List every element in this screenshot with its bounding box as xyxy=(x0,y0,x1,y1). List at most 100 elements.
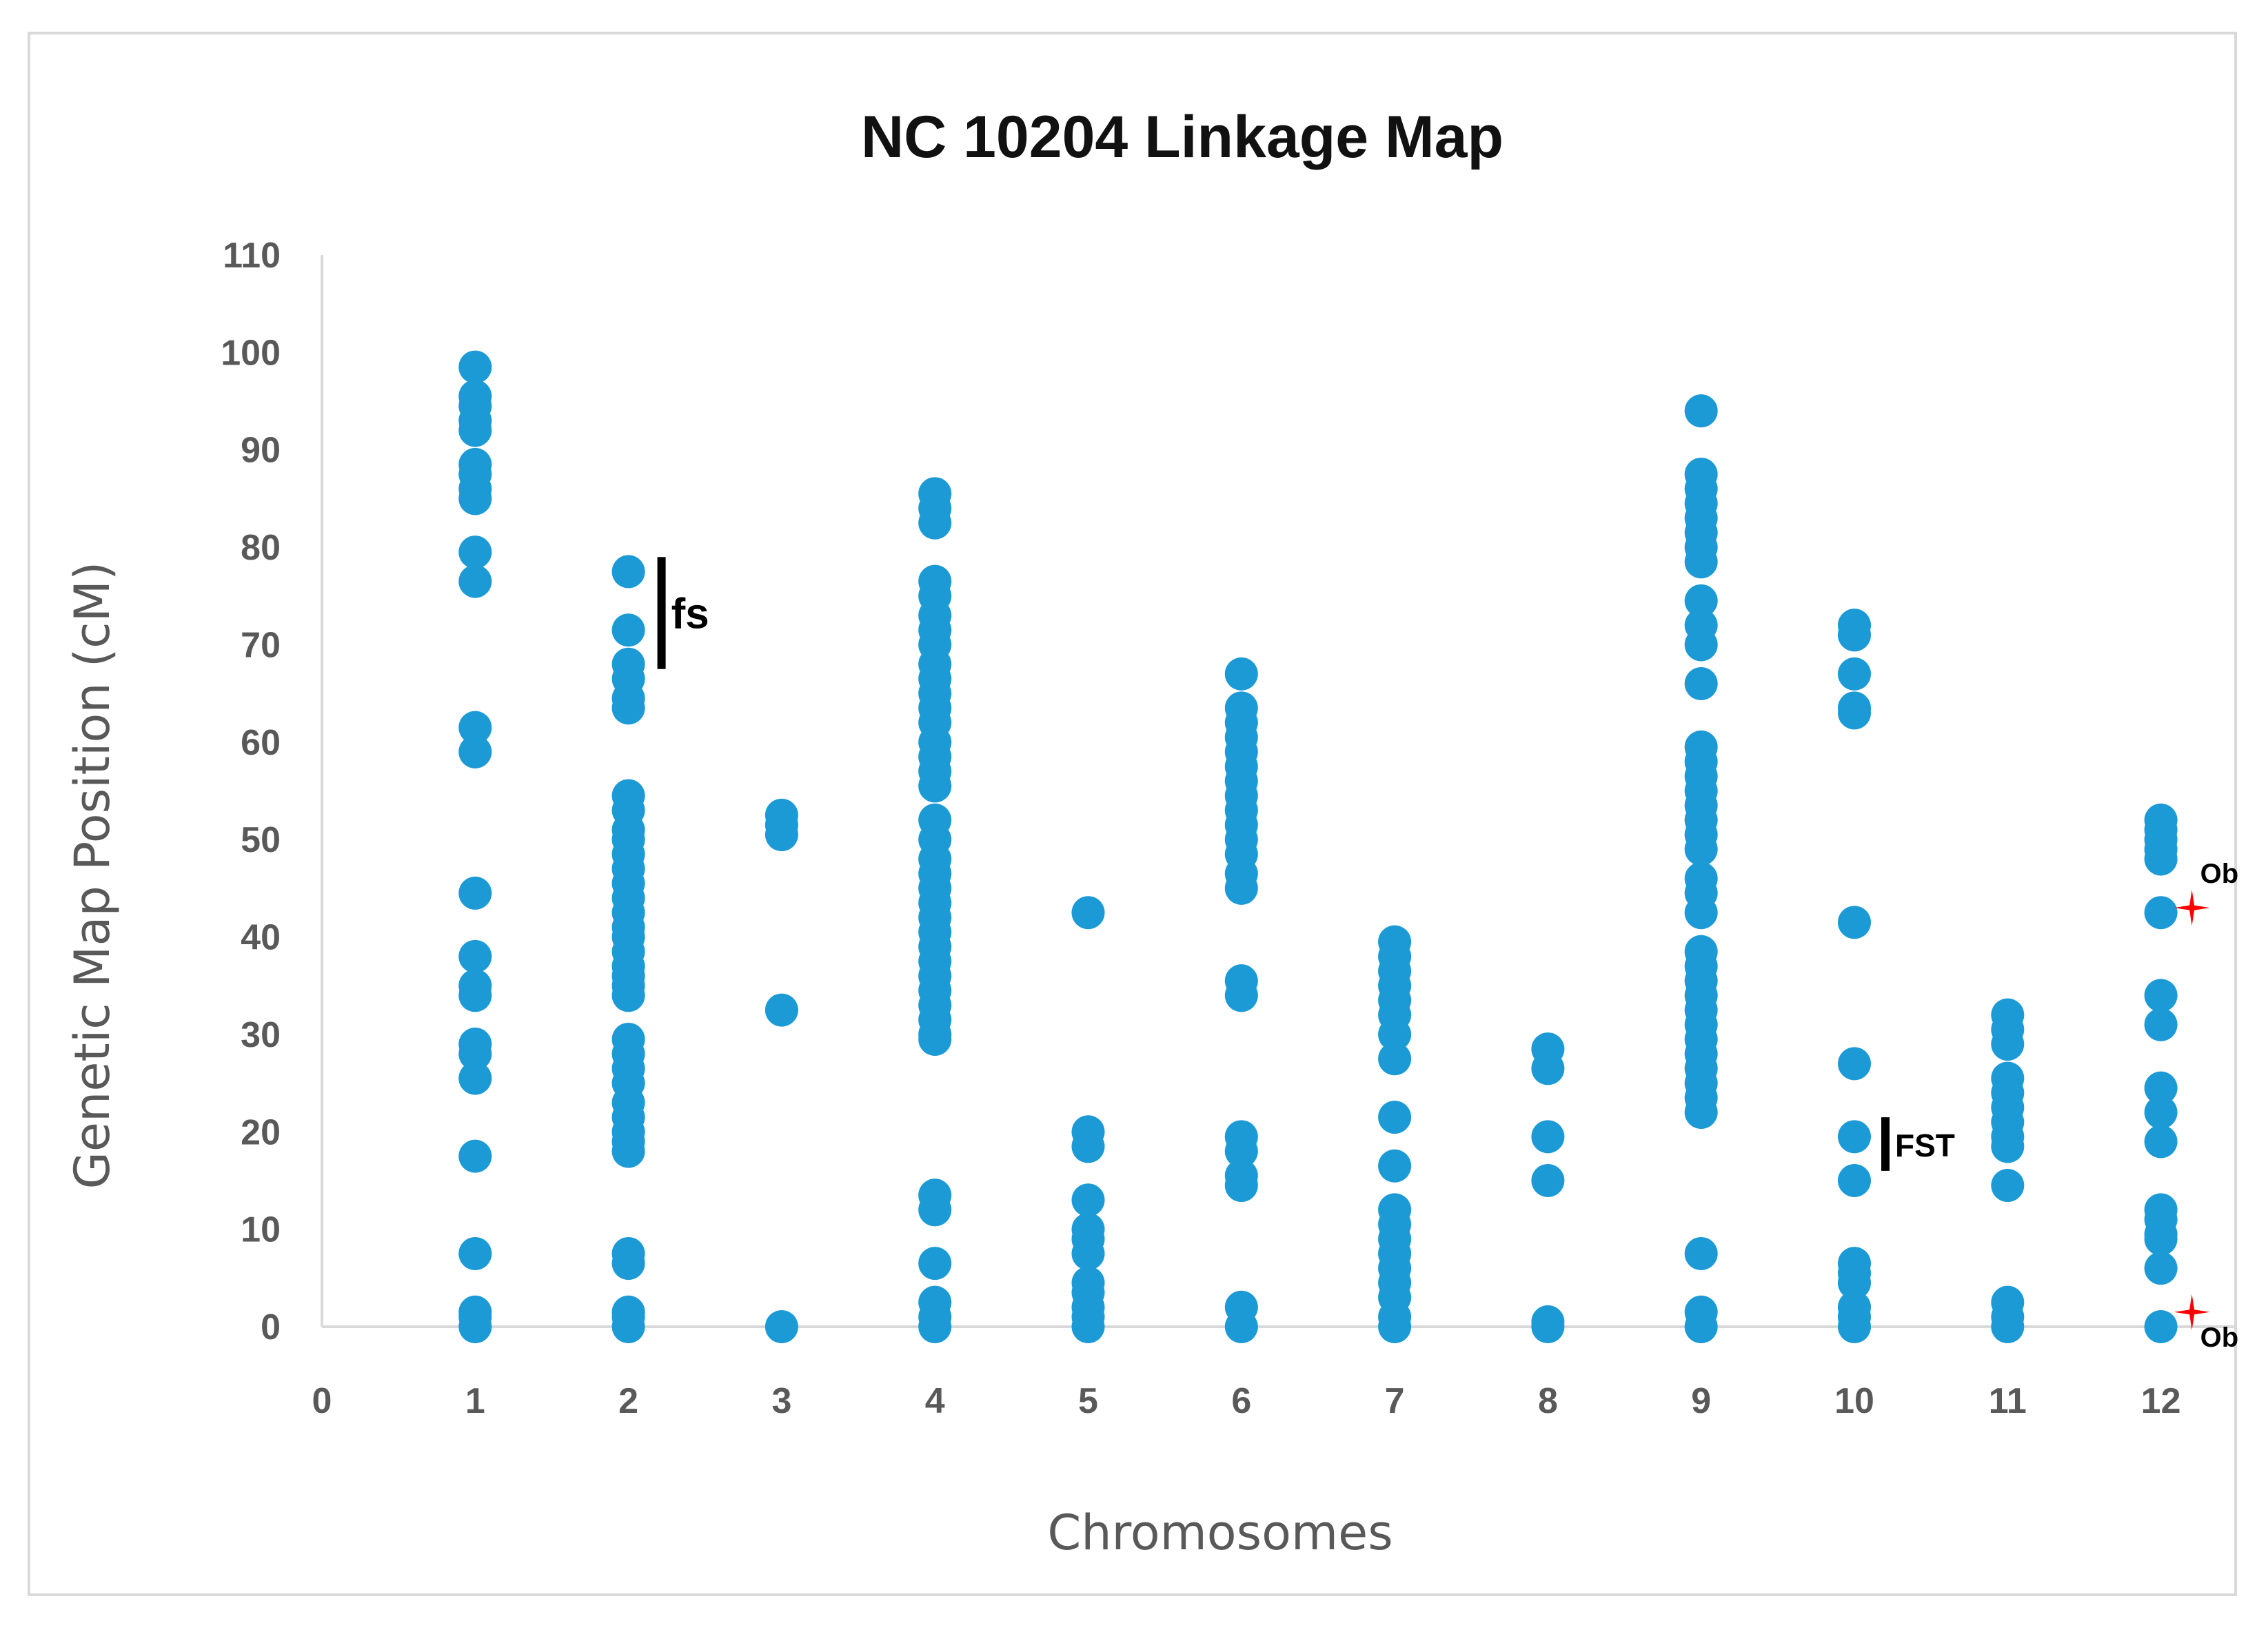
data-point xyxy=(1684,1096,1718,1129)
data-point xyxy=(1378,1310,1412,1343)
data-point xyxy=(2144,896,2178,930)
data-point xyxy=(1531,1052,1565,1085)
x-tick-label: 10 xyxy=(1834,1381,1874,1421)
data-point xyxy=(2144,1310,2178,1343)
annotations: fs FST Ob Ob xyxy=(657,557,2239,1353)
data-point xyxy=(765,818,798,852)
data-point xyxy=(1531,1163,1565,1197)
data-point xyxy=(2144,842,2178,876)
x-tick-label: 5 xyxy=(1078,1381,1098,1421)
data-point xyxy=(458,350,492,384)
data-point xyxy=(918,506,952,540)
red-star-icon xyxy=(2174,1294,2210,1330)
data-point xyxy=(1684,667,1718,700)
data-point xyxy=(611,1310,645,1343)
data-point xyxy=(1838,696,1871,730)
data-point xyxy=(1531,1310,1565,1343)
data-point xyxy=(1224,1310,1258,1343)
data-point xyxy=(918,1022,952,1056)
data-point xyxy=(2144,979,2178,1012)
data-point xyxy=(918,1247,952,1281)
data-point xyxy=(918,1193,952,1227)
data-point xyxy=(458,939,492,973)
data-point xyxy=(458,536,492,569)
data-point xyxy=(458,1139,492,1173)
data-point xyxy=(1071,1130,1105,1163)
annotation-label: fs xyxy=(671,591,709,638)
y-tick-label: 20 xyxy=(241,1112,281,1152)
x-tick-label: 12 xyxy=(2141,1381,2181,1421)
data-point xyxy=(1684,1236,1718,1270)
chart-title: NC 10204 Linkage Map xyxy=(861,104,1503,170)
x-tick-label: 11 xyxy=(1989,1381,2027,1421)
data-point xyxy=(458,711,492,744)
data-point xyxy=(611,691,645,725)
data-point xyxy=(2144,1071,2178,1105)
data-point xyxy=(1991,1130,2025,1163)
annotation-label: Ob xyxy=(2200,859,2239,889)
y-tick-label: 60 xyxy=(241,723,281,763)
x-tick-label: 7 xyxy=(1385,1381,1405,1421)
data-point xyxy=(1838,1120,1871,1154)
data-point xyxy=(2144,1008,2178,1041)
y-tick-label: 100 xyxy=(221,333,281,373)
data-point xyxy=(1838,618,1871,652)
data-point xyxy=(1224,979,1258,1012)
data-point xyxy=(1838,1163,1871,1197)
data-point xyxy=(458,1236,492,1270)
data-point xyxy=(1838,1047,1871,1081)
x-tick-label: 1 xyxy=(465,1381,485,1421)
data-point xyxy=(1071,1236,1105,1270)
data-point xyxy=(1378,1149,1412,1183)
data-point xyxy=(918,769,952,803)
data-point xyxy=(458,735,492,768)
x-tick-label: 3 xyxy=(771,1381,791,1421)
data-point xyxy=(1071,1183,1105,1217)
y-tick-label: 110 xyxy=(223,236,281,276)
data-point xyxy=(1224,871,1258,905)
data-point xyxy=(2144,1096,2178,1129)
data-point xyxy=(611,979,645,1012)
x-tick-label: 6 xyxy=(1231,1381,1251,1421)
data-point xyxy=(1991,1169,2025,1203)
x-tick-label: 4 xyxy=(925,1381,945,1421)
data-point xyxy=(1378,1042,1412,1076)
x-tick-labels: 0 1 2 3 4 5 6 7 8 9 10 11 12 xyxy=(312,1381,2181,1421)
data-point xyxy=(458,482,492,516)
y-tick-label: 80 xyxy=(241,528,281,568)
data-point xyxy=(458,1310,492,1343)
x-tick-label: 9 xyxy=(1691,1381,1711,1421)
data-point xyxy=(1838,1310,1871,1343)
data-point xyxy=(1838,1266,1871,1300)
annotation-label: Ob xyxy=(2200,1323,2239,1353)
data-point xyxy=(1838,657,1871,691)
data-point xyxy=(1224,657,1258,691)
data-point xyxy=(1991,1310,2025,1343)
y-axis-label: Genetic Map Position (cM) xyxy=(64,562,121,1190)
data-point xyxy=(2144,1252,2178,1285)
x-tick-label: 8 xyxy=(1538,1381,1558,1421)
data-point xyxy=(458,979,492,1012)
data-point xyxy=(458,1061,492,1095)
data-point xyxy=(611,1247,645,1281)
data-point xyxy=(1684,896,1718,930)
x-tick-label: 0 xyxy=(312,1381,332,1421)
y-tick-label: 30 xyxy=(241,1015,281,1055)
data-point xyxy=(1531,1120,1565,1154)
data-point xyxy=(458,1037,492,1071)
y-tick-label: 90 xyxy=(241,431,281,471)
y-tick-label: 40 xyxy=(241,918,281,958)
y-tick-label: 10 xyxy=(241,1210,281,1250)
y-tick-label: 70 xyxy=(241,625,281,665)
x-tick-label: 2 xyxy=(618,1381,638,1421)
data-point xyxy=(1071,896,1105,930)
data-point xyxy=(458,414,492,447)
x-axis-label: Chromosomes xyxy=(1047,1504,1393,1561)
data-point xyxy=(765,993,798,1027)
data-point xyxy=(2144,1125,2178,1159)
data-point xyxy=(458,876,492,910)
y-tick-label: 50 xyxy=(241,820,281,860)
data-point xyxy=(918,1310,952,1343)
data-point xyxy=(765,1310,798,1343)
